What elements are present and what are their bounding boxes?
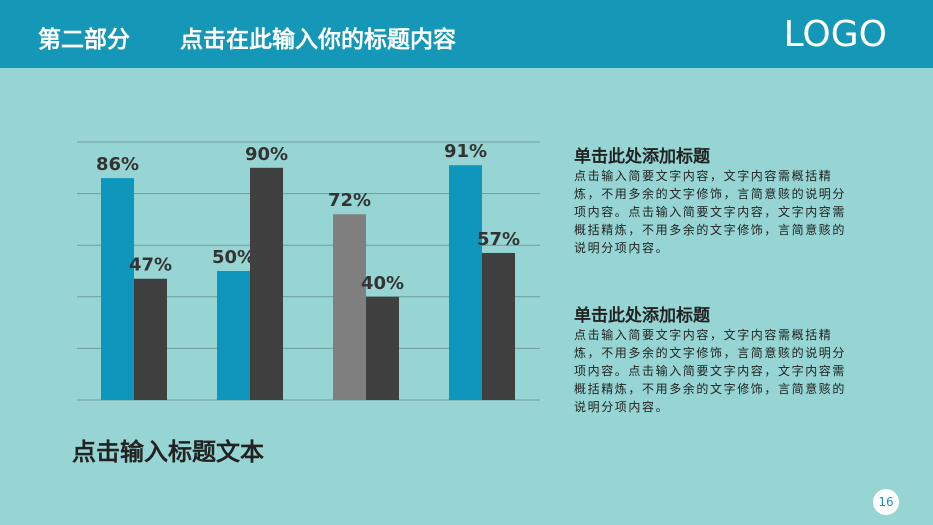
data-label: 40%: [361, 273, 404, 294]
bar: [366, 296, 399, 400]
bar: [250, 167, 283, 400]
block-heading: 单击此处添加标题: [574, 306, 710, 326]
bar: [449, 165, 482, 400]
chart: 86% 50% 72% 91% 47% 90% 40% 57%: [77, 141, 540, 401]
slide-title: 点击在此输入你的标题内容: [180, 27, 456, 53]
data-label: 47%: [129, 255, 172, 276]
bar: [217, 271, 250, 400]
page-number: 16: [873, 489, 899, 515]
bar: [134, 278, 167, 400]
bar: [333, 214, 366, 400]
data-label: 57%: [477, 229, 520, 250]
data-label: 50%: [212, 247, 255, 268]
data-label: 91%: [444, 141, 487, 162]
data-label: 86%: [96, 154, 139, 175]
block-heading: 单击此处添加标题: [574, 147, 710, 167]
data-label: 72%: [328, 190, 371, 211]
block-body: 点击输入简要文字内容，文字内容需概括精炼，不用多余的文字修饰，言简意赅的说明分项…: [574, 169, 847, 255]
section-label: 第二部分: [38, 27, 130, 53]
bar: [482, 252, 515, 400]
chart-caption: 点击输入标题文本: [72, 438, 264, 466]
bar: [101, 178, 134, 400]
header-bar: 第二部分 点击在此输入你的标题内容 LOGO: [0, 0, 933, 68]
block-body: 点击输入简要文字内容，文字内容需概括精炼，不用多余的文字修饰，言简意赅的说明分项…: [574, 328, 847, 414]
logo: LOGO: [783, 14, 887, 55]
data-label: 90%: [245, 144, 288, 165]
